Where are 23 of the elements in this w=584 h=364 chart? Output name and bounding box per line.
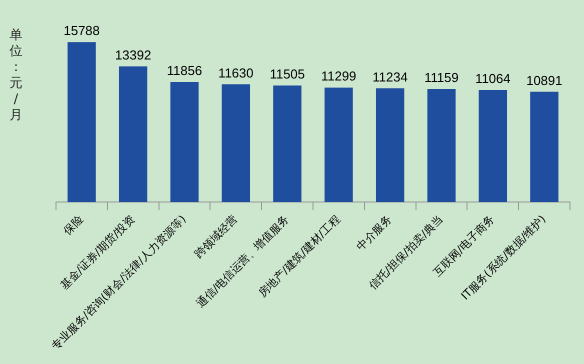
data-label: 11630 (218, 65, 254, 80)
bar (68, 42, 96, 202)
x-tick-label: 中介服务 (354, 212, 394, 253)
bar (222, 84, 250, 202)
data-label: 11234 (372, 69, 408, 84)
x-tick-label: 保险 (61, 212, 86, 238)
data-label: 11159 (424, 70, 459, 86)
data-label: 11299 (321, 68, 356, 84)
bar (478, 90, 508, 202)
bar (118, 66, 148, 202)
y-axis-title: 单位：元/月 (8, 28, 24, 124)
bar (530, 92, 558, 202)
bar (427, 89, 456, 202)
data-label: 10891 (526, 72, 562, 88)
data-label: 13392 (115, 47, 152, 62)
data-label: 11505 (270, 66, 305, 82)
data-label: 11856 (166, 63, 202, 78)
data-label: 11064 (475, 71, 510, 86)
bar (170, 82, 199, 202)
bar (324, 88, 353, 202)
bar (273, 86, 302, 202)
bar (376, 88, 404, 202)
data-label: 15788 (64, 23, 100, 38)
